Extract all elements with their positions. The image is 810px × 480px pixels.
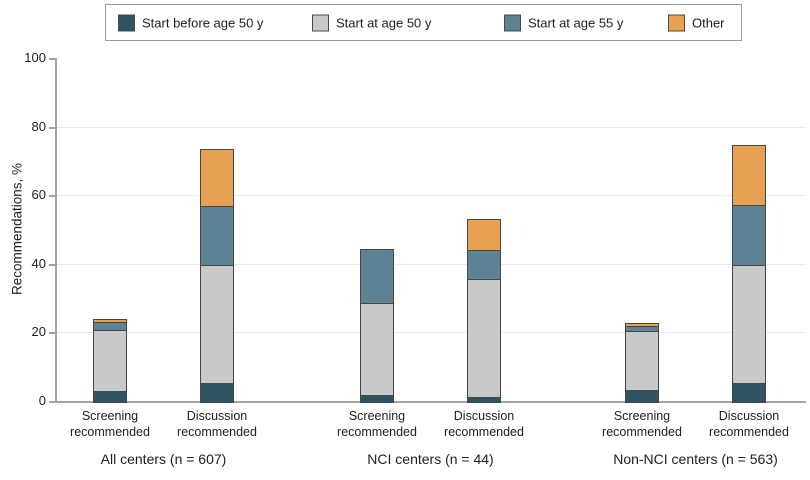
gridline <box>57 332 806 334</box>
bar-segment <box>360 303 394 396</box>
legend-label: Start before age 50 y <box>142 15 264 30</box>
stacked-bar <box>200 149 234 403</box>
bar-segment <box>200 265 234 384</box>
legend-item: Other <box>668 14 725 31</box>
legend: Start before age 50 y Start at age 50 y St… <box>105 4 742 41</box>
gridline <box>57 126 806 128</box>
bar-segment <box>360 249 394 304</box>
gridline <box>57 195 806 197</box>
bar-segment <box>200 206 234 266</box>
bar-segment <box>467 219 501 251</box>
legend-item: Start at age 50 y <box>312 14 431 31</box>
y-tick <box>49 195 55 198</box>
stacked-bar <box>732 145 766 403</box>
category-label: Screening recommended <box>602 409 682 440</box>
y-tick-label: 20 <box>31 324 46 340</box>
bar-segment <box>625 331 659 391</box>
stacked-bar <box>360 249 394 403</box>
group-label: All centers (n = 607) <box>100 451 227 467</box>
y-tick-label: 40 <box>31 255 46 271</box>
bar-segment <box>732 145 766 206</box>
legend-item: Start at age 55 y <box>504 14 623 31</box>
bar-segment <box>467 397 501 403</box>
category-label: Discussion recommended <box>177 409 257 440</box>
y-axis-line <box>55 58 57 403</box>
bar-segment <box>200 383 234 403</box>
y-tick <box>49 58 55 60</box>
bar-segment <box>467 250 501 280</box>
y-tick-label: 100 <box>24 50 46 65</box>
stacked-bar <box>93 319 127 403</box>
legend-label: Start at age 50 y <box>336 15 432 30</box>
category-label: Screening recommended <box>337 409 417 440</box>
y-tick-label: 60 <box>31 187 46 203</box>
y-tick-label: 0 <box>38 393 46 408</box>
x-axis-line <box>55 401 806 403</box>
group-label: NCI centers (n = 44) <box>367 451 494 467</box>
legend-swatch-icon <box>312 14 329 31</box>
gridline <box>57 263 806 265</box>
bar-segment <box>625 390 659 403</box>
legend-swatch-icon <box>668 14 685 31</box>
y-tick <box>49 401 55 403</box>
stacked-bar <box>625 323 659 403</box>
legend-swatch-icon <box>504 14 521 31</box>
category-label: Screening recommended <box>70 409 150 440</box>
bar-segment <box>93 391 127 403</box>
bar-segment <box>732 383 766 403</box>
y-tick-label: 80 <box>31 118 46 134</box>
bar-segment <box>467 279 501 398</box>
bar-segment <box>732 205 766 266</box>
category-label: Discussion recommended <box>444 409 524 440</box>
category-label: Discussion recommended <box>709 409 789 440</box>
stacked-bar <box>467 219 501 403</box>
y-tick <box>49 332 55 335</box>
legend-label: Start at age 55 y <box>528 15 624 30</box>
bar-segment <box>200 149 234 207</box>
bar-segment <box>360 395 394 403</box>
group-label: Non-NCI centers (n = 563) <box>613 451 778 467</box>
legend-label: Other <box>692 15 725 30</box>
bar-segment <box>93 330 127 392</box>
legend-item: Start before age 50 y <box>118 14 263 31</box>
bar-segment <box>732 265 766 384</box>
y-tick <box>49 263 55 266</box>
y-tick <box>49 126 55 129</box>
legend-swatch-icon <box>118 14 135 31</box>
